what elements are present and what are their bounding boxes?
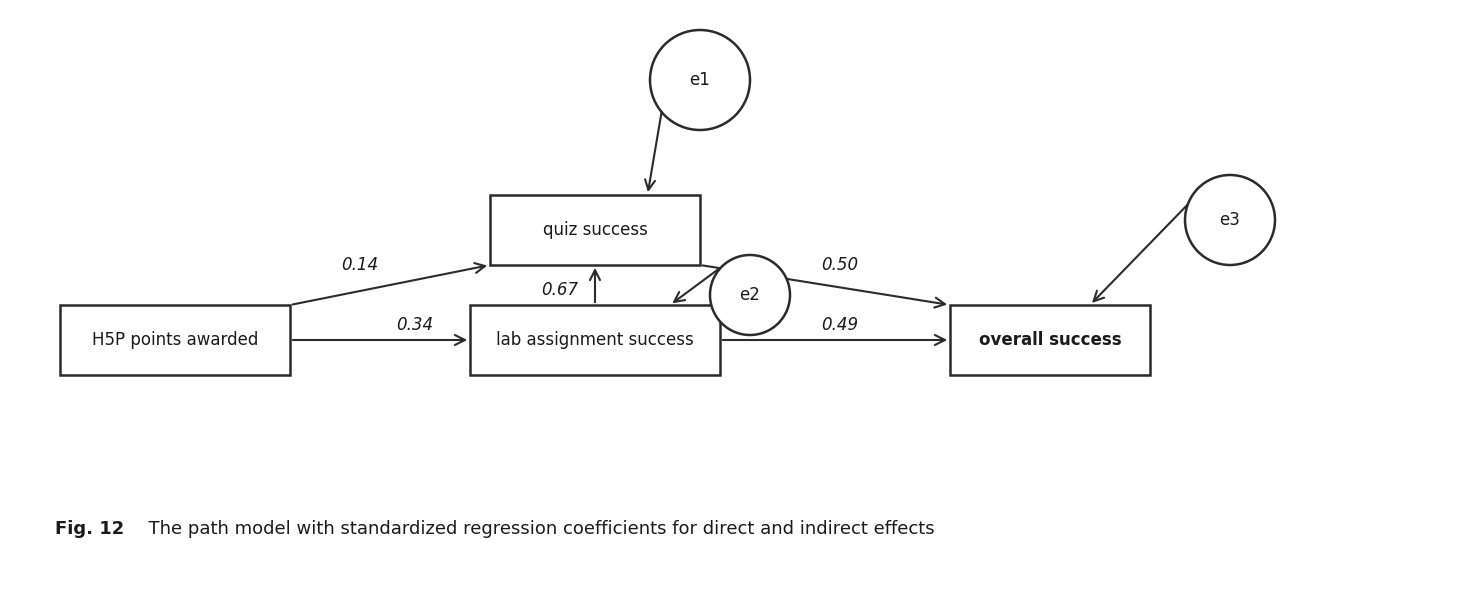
Text: e2: e2 bbox=[739, 286, 761, 304]
Text: lab assignment success: lab assignment success bbox=[496, 331, 693, 349]
Circle shape bbox=[1185, 175, 1275, 265]
Text: e3: e3 bbox=[1220, 211, 1241, 229]
Text: The path model with standardized regression coefficients for direct and indirect: The path model with standardized regress… bbox=[137, 520, 935, 538]
Text: 0.49: 0.49 bbox=[821, 316, 858, 334]
Text: 0.50: 0.50 bbox=[821, 256, 858, 274]
Text: 0.34: 0.34 bbox=[396, 316, 434, 334]
Text: 0.14: 0.14 bbox=[342, 256, 378, 274]
Circle shape bbox=[651, 30, 751, 130]
FancyBboxPatch shape bbox=[60, 305, 290, 375]
Text: Fig. 12: Fig. 12 bbox=[54, 520, 124, 538]
Text: 0.67: 0.67 bbox=[542, 281, 578, 299]
FancyBboxPatch shape bbox=[949, 305, 1150, 375]
Text: quiz success: quiz success bbox=[543, 221, 648, 239]
FancyBboxPatch shape bbox=[470, 305, 720, 375]
FancyBboxPatch shape bbox=[490, 195, 701, 265]
Text: e1: e1 bbox=[689, 71, 711, 89]
Text: H5P points awarded: H5P points awarded bbox=[91, 331, 258, 349]
Text: overall success: overall success bbox=[979, 331, 1122, 349]
Circle shape bbox=[710, 255, 790, 335]
